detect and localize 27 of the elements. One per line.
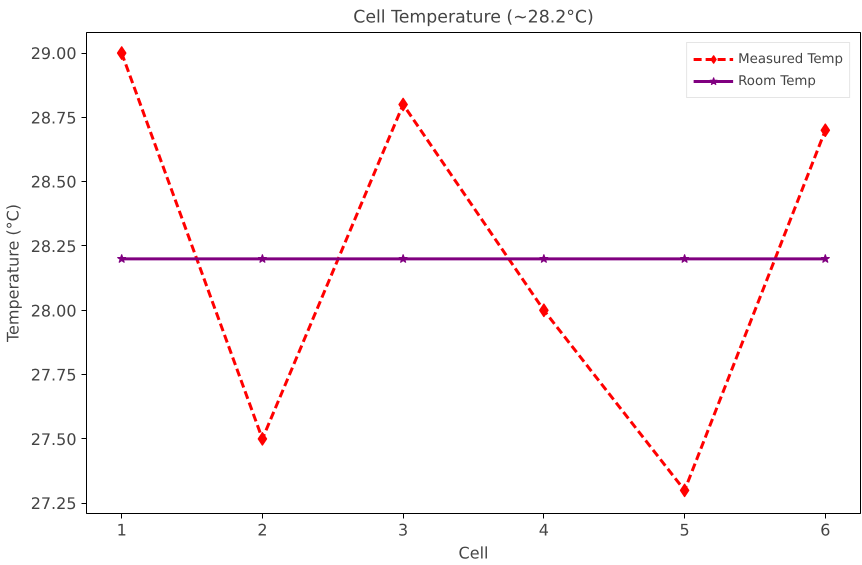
chart-title: Cell Temperature (~28.2°C) [353,8,594,28]
x-tick-label: 6 [820,520,830,540]
legend-label: Measured Temp [738,52,843,66]
x-tick-label: 4 [538,520,549,540]
point [539,254,549,263]
y-tick-label: 28.50 [30,172,77,192]
y-tick-label: 28.25 [30,236,77,256]
point [258,254,268,263]
point [820,123,830,138]
x-tick-label: 1 [116,520,127,540]
y-tick-label: 27.25 [30,494,77,514]
legend-label: Room Temp [738,74,816,88]
y-tick-label: 27.50 [30,430,77,449]
y-tick-label: 28.75 [30,108,77,128]
y-tick-label: 27.75 [30,366,77,385]
y-axis-title: Temperature (°C) [4,204,23,344]
x-tick-label: 2 [257,520,268,540]
x-tick-label: 5 [680,520,690,540]
y-tick-label: 28.00 [30,301,77,320]
x-tick-label: 3 [398,520,408,540]
x-axis-title: Cell [458,544,488,562]
point [680,254,690,263]
point [398,254,408,263]
point [116,46,127,60]
point [820,254,830,263]
point [116,254,126,263]
y-tick-label: 29.00 [30,44,77,64]
